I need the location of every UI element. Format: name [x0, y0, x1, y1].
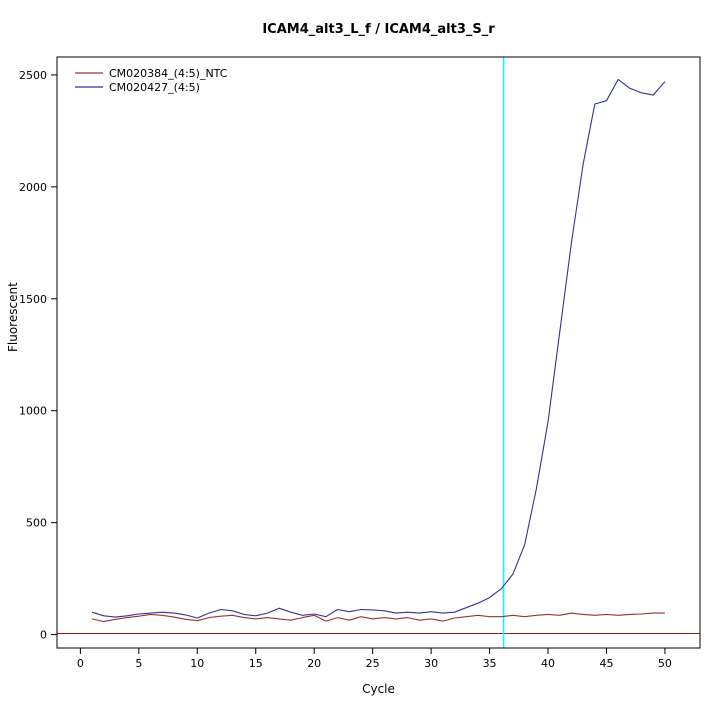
chart-title: ICAM4_alt3_L_f / ICAM4_alt3_S_r — [262, 22, 495, 37]
series-line-ntc — [91, 612, 665, 623]
y-tick-label: 2500 — [19, 69, 47, 82]
x-tick-label: 30 — [424, 657, 438, 670]
x-tick-label: 25 — [366, 657, 380, 670]
legend-label-ntc: CM020384_(4:5)_NTC — [109, 67, 228, 80]
y-tick-label: 1500 — [19, 293, 47, 306]
plot-box — [56, 56, 701, 649]
x-tick-label: 5 — [135, 657, 142, 670]
x-axis-label: Cycle — [362, 682, 395, 696]
x-tick-label: 45 — [599, 657, 613, 670]
x-tick-label: 10 — [190, 657, 204, 670]
y-tick-label: 0 — [40, 629, 47, 642]
legend-label-sample: CM020427_(4:5) — [109, 81, 200, 94]
y-tick-label: 2000 — [19, 181, 47, 194]
x-tick-label: 35 — [483, 657, 497, 670]
x-tick-label: 15 — [249, 657, 263, 670]
y-tick-label: 1000 — [19, 405, 47, 418]
x-tick-label: 50 — [658, 657, 672, 670]
x-tick-label: 0 — [77, 657, 84, 670]
series-line-sample — [91, 78, 666, 619]
y-tick-label: 500 — [26, 517, 47, 530]
x-tick-label: 20 — [307, 657, 321, 670]
x-tick-label: 40 — [541, 657, 555, 670]
